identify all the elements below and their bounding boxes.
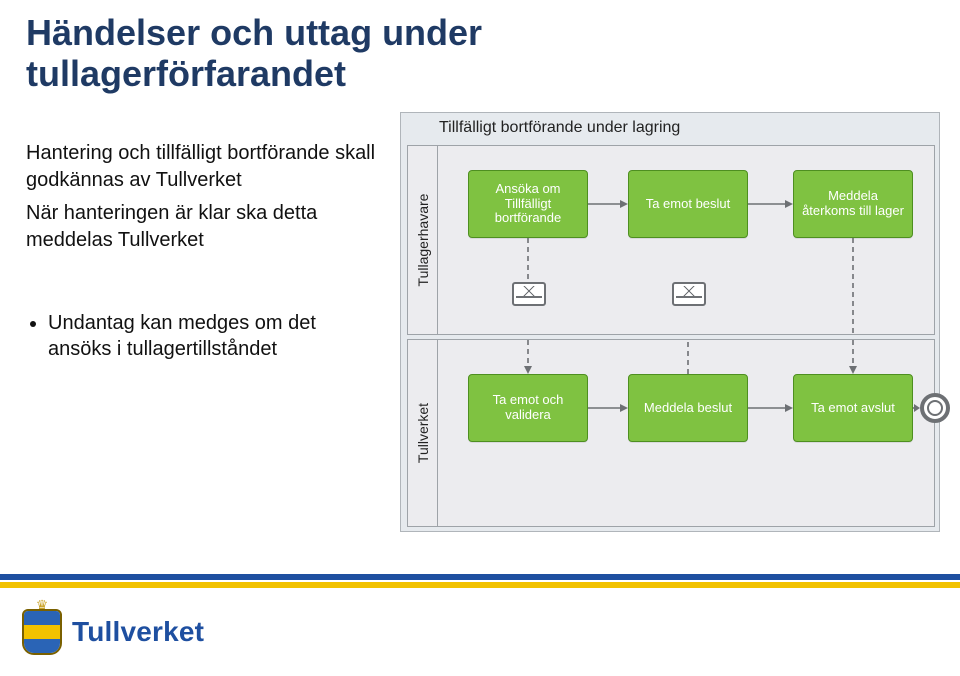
node-receive-decision: Ta emot beslut <box>628 170 748 238</box>
lane-label-top-text: Tullagerhavare <box>415 194 431 287</box>
swimlane-diagram: Tillfälligt bortförande under lagring Tu… <box>400 112 940 532</box>
bullet-list: Undantag kan medges om det ansöks i tull… <box>26 310 376 362</box>
page-title: Händelser och uttag under tullagerförfar… <box>26 12 482 95</box>
node-notify-return-label: Meddela återkoms till lager <box>800 189 906 219</box>
message-icon <box>512 282 546 306</box>
footer-stripes <box>0 574 960 590</box>
node-apply-label: Ansöka om Tillfälligt bortförande <box>475 182 581 227</box>
crest-icon: ♛ <box>22 609 62 655</box>
slide: Händelser och uttag under tullagerförfar… <box>0 0 960 676</box>
body-text: Hantering och tillfälligt bortförande sk… <box>26 140 376 254</box>
lane-body-bottom: Ta emot och validera Meddela beslut Ta e… <box>438 340 934 526</box>
node-send-decision: Meddela beslut <box>628 374 748 442</box>
shield-icon <box>22 609 62 655</box>
lane-body-top: Ansöka om Tillfälligt bortförande Ta emo… <box>438 146 934 334</box>
brand-name: Tullverket <box>72 616 204 648</box>
node-receive-close: Ta emot avslut <box>793 374 913 442</box>
lane-tullagerhavare: Tullagerhavare Ansöka om Tillfälligt bor… <box>407 145 935 335</box>
title-line-1: Händelser och uttag under <box>26 12 482 53</box>
message-icon <box>672 282 706 306</box>
body-para-2: När hanteringen är klar ska detta meddel… <box>26 200 376 254</box>
lane-label-bottom-text: Tullverket <box>415 403 431 463</box>
node-send-decision-label: Meddela beslut <box>644 401 732 416</box>
node-receive-decision-label: Ta emot beslut <box>646 197 731 212</box>
node-notify-return: Meddela återkoms till lager <box>793 170 913 238</box>
end-event-icon <box>920 393 950 423</box>
node-receive-validate: Ta emot och validera <box>468 374 588 442</box>
diagram-title: Tillfälligt bortförande under lagring <box>439 119 680 137</box>
body-para-1: Hantering och tillfälligt bortförande sk… <box>26 140 376 194</box>
title-line-2: tullagerförfarandet <box>26 53 482 94</box>
stripe-blue <box>0 574 960 580</box>
lane-label-top: Tullagerhavare <box>408 146 438 334</box>
stripe-yellow <box>0 582 960 588</box>
node-receive-validate-label: Ta emot och validera <box>475 393 581 423</box>
node-receive-close-label: Ta emot avslut <box>811 401 895 416</box>
bullet-item-1: Undantag kan medges om det ansöks i tull… <box>48 310 376 362</box>
node-apply: Ansöka om Tillfälligt bortförande <box>468 170 588 238</box>
brand-logo: ♛ Tullverket <box>22 606 204 658</box>
lane-label-bottom: Tullverket <box>408 340 438 526</box>
lane-tullverket: Tullverket Ta emot och validera Meddela … <box>407 339 935 527</box>
